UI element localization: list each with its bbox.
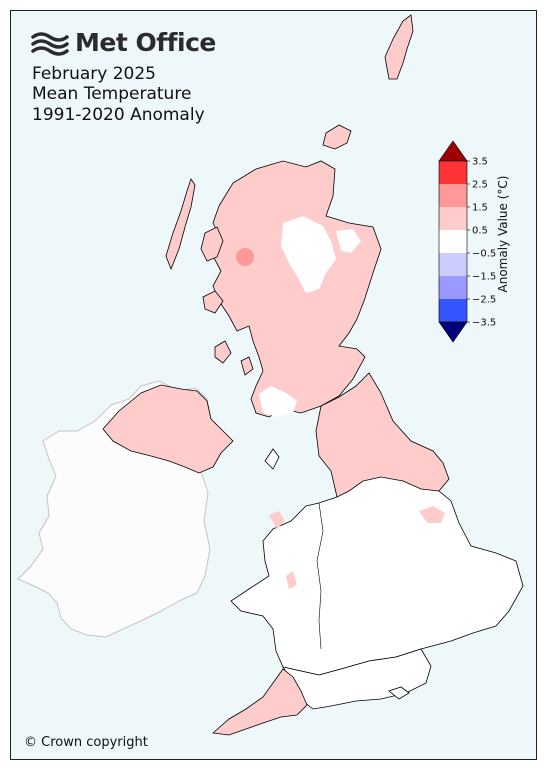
arran-island (240, 356, 254, 376)
colorbar-band-above-max (438, 140, 468, 162)
colorbar-band (439, 299, 467, 322)
mull-island (202, 290, 224, 314)
brand-name: Met Office (75, 28, 216, 57)
shetland-islands (384, 14, 414, 80)
colorbar-band (439, 184, 467, 207)
colorbar-band (439, 161, 467, 184)
colorbar-band-below-min (438, 321, 468, 343)
map-panel: 3.5 2.5 1.5 0.5 −0.5 −1.5 −2.5 −3.5 Anomaly Val… (10, 10, 537, 760)
northern-ireland-region (102, 384, 234, 474)
colorbar-band (439, 253, 467, 276)
colorbar-tick-label: 2.5 (472, 180, 488, 191)
england-wales-normal-region (230, 476, 524, 676)
copyright-notice: © Crown copyright (24, 735, 148, 750)
islay-island (214, 340, 232, 364)
grampian-normal-patch-2 (336, 229, 361, 253)
ayrshire-normal-patch (259, 386, 297, 417)
outer-hebrides (165, 178, 196, 271)
colorbar-band (439, 230, 467, 253)
colorbar-tick-label: −1.5 (472, 272, 496, 283)
cornwall-devon-region (212, 668, 308, 736)
colorbar-tick-label: 3.5 (472, 157, 488, 168)
colorbar-tick-label: −3.5 (472, 318, 496, 329)
skye-island (200, 226, 224, 262)
colorbar-band (439, 207, 467, 230)
north-wales-warm-patch (269, 511, 285, 529)
isle-of-wight (388, 686, 410, 700)
colorbar-tick-label: −0.5 (472, 249, 496, 260)
orkney-islands (322, 124, 352, 150)
colorbar-title: Anomaly Value (°C) (496, 176, 510, 293)
colorbar-tick-label: −2.5 (472, 295, 496, 306)
colorbar-band (439, 276, 467, 299)
colorbar-outline (438, 160, 468, 323)
title-variable: Mean Temperature (32, 84, 192, 104)
cardigan-warm-patch (286, 571, 297, 589)
met-office-logo: Met Office (31, 28, 216, 57)
title-baseline: 1991-2020 Anomaly (32, 105, 205, 125)
isle-of-man (264, 448, 280, 470)
west-highlands-warm-spot (236, 248, 254, 266)
anomaly-colorbar: 3.5 2.5 1.5 0.5 −0.5 −1.5 −2.5 −3.5 Anomaly Val… (438, 140, 510, 343)
title-month: February 2025 (32, 64, 156, 84)
grampian-normal-patch (281, 216, 336, 293)
wales-boundary (316, 502, 324, 650)
met-office-wave-icon (31, 31, 69, 56)
anomaly-map (17, 14, 524, 736)
colorbar-tick-label: 0.5 (472, 226, 488, 237)
scotland-region (212, 160, 382, 418)
yorkshire-warm-patch (419, 506, 445, 523)
colorbar-tick-label: 1.5 (472, 203, 488, 214)
